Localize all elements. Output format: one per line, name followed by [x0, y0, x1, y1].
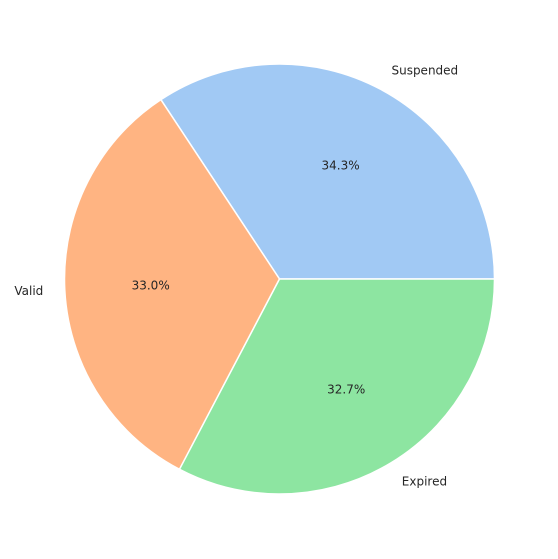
slice-label-valid: Valid — [14, 284, 43, 298]
pie-labels: Suspended 34.3% Valid 33.0% Expired 32.7% — [14, 64, 458, 489]
slice-percent-suspended: 34.3% — [322, 158, 360, 172]
pie-wedges — [63, 63, 496, 495]
pie-slice-expired — [178, 278, 496, 495]
slice-percent-valid: 33.0% — [132, 278, 170, 292]
slice-percent-expired: 32.7% — [327, 382, 365, 396]
slice-label-suspended: Suspended — [391, 64, 458, 78]
pie-slice-valid — [63, 98, 281, 471]
slice-label-expired: Expired — [402, 474, 447, 488]
